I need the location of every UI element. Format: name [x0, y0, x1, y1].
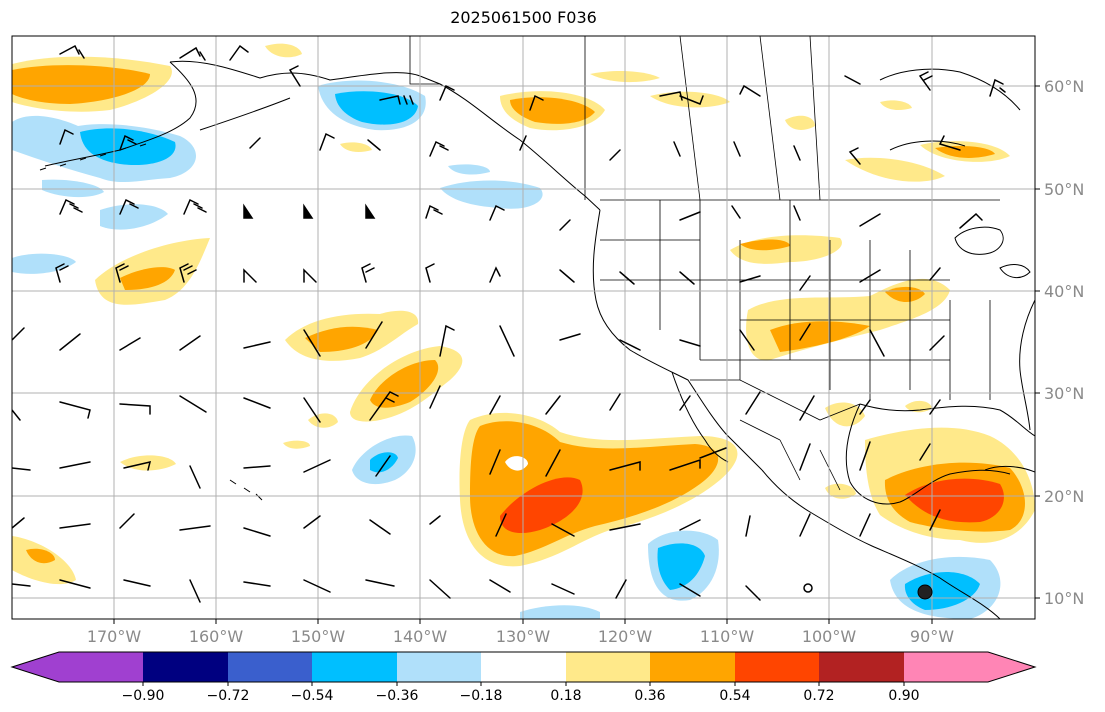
colorbar-swatch — [143, 652, 228, 682]
anomaly-neg-weak — [520, 605, 600, 619]
lon-label: 150°W — [291, 627, 346, 646]
colorbar-tick-label: −0.54 — [291, 688, 334, 704]
lon-label: 170°W — [87, 627, 142, 646]
lon-label: 90°W — [910, 627, 954, 646]
colorbar-extend-high — [988, 652, 1035, 682]
anomaly-pos-weak — [825, 402, 865, 427]
lon-label: 120°W — [598, 627, 653, 646]
wind-barbs — [12, 44, 1006, 603]
anomaly-pos-weak — [283, 440, 310, 449]
colorbar-tick-label: −0.90 — [122, 688, 165, 704]
lat-label: 10°N — [1044, 589, 1084, 608]
lat-label: 60°N — [1044, 77, 1084, 96]
anomaly-neg-strong — [904, 572, 980, 610]
anomaly-neg-weak — [448, 164, 490, 175]
colorbar-tick-label: 0.18 — [550, 688, 581, 704]
colorbar-swatch — [566, 652, 651, 682]
colorbar-tick-label: 0.54 — [719, 688, 750, 704]
graticule — [12, 36, 1035, 619]
anomaly-neg-strong — [657, 543, 705, 590]
anomaly-neg-weak — [42, 179, 104, 198]
lon-label: 100°W — [802, 627, 857, 646]
colorbar-tick-label: −0.36 — [376, 688, 419, 704]
anomaly-pos-mid — [12, 65, 150, 104]
calm-wind-marker — [917, 584, 933, 600]
colorbar-swatch — [312, 652, 397, 682]
colorbar-tick-label: 0.72 — [803, 688, 834, 704]
anomaly-pos-weak — [265, 43, 302, 58]
anomaly-pos-weak — [730, 235, 842, 264]
colorbar-swatch — [397, 652, 482, 682]
anomaly-pos-strong — [905, 478, 1004, 523]
anomaly-pos-mid — [26, 548, 55, 564]
calm-wind-marker — [803, 583, 813, 593]
anomaly-pos-weak — [340, 142, 372, 152]
anomaly-pos-weak — [785, 115, 815, 130]
anomaly-pos-mid — [935, 146, 995, 158]
contour-fills — [12, 43, 1035, 619]
lon-label: 130°W — [496, 627, 551, 646]
colorbar: −0.90 −0.72 −0.54 −0.36 −0.18 0.18 0.36 … — [10, 651, 1037, 704]
colorbar-tick-label: −0.18 — [460, 688, 503, 704]
colorbar-swatch — [481, 652, 566, 682]
anomaly-pos-weak — [308, 413, 338, 428]
lon-label: 140°W — [393, 627, 448, 646]
lat-label: 40°N — [1044, 282, 1084, 301]
colorbar-swatch — [228, 652, 313, 682]
anomaly-pos-mid — [510, 97, 595, 124]
anomaly-pos-weak — [845, 157, 945, 182]
lat-label: 20°N — [1044, 487, 1084, 506]
anomaly-pos-strong — [500, 477, 583, 534]
anomaly-pos-mid — [305, 326, 378, 352]
map-title: 2025061500 F036 — [450, 8, 597, 27]
coastlines — [39, 60, 1035, 619]
colorbar-swatch — [904, 652, 989, 682]
anomaly-zero — [505, 456, 528, 471]
anomaly-pos-mid — [740, 239, 790, 251]
colorbar-swatch — [819, 652, 904, 682]
lon-label: 160°W — [189, 627, 244, 646]
lat-label: 30°N — [1044, 384, 1084, 403]
colorbar-tick-label: 0.90 — [888, 688, 919, 704]
colorbar-outline — [10, 651, 1037, 683]
anomaly-pos-weak — [880, 100, 912, 110]
anomaly-neg-weak — [100, 204, 168, 230]
anomaly-pos-mid — [120, 267, 175, 290]
colorbar-swatch — [650, 652, 735, 682]
political-borders — [409, 36, 1000, 491]
axis-ticks — [113, 85, 1040, 624]
latitude-labels: 60°N 50°N 40°N 30°N 20°N 10°N — [1044, 77, 1084, 608]
anomaly-neg-strong — [335, 91, 418, 125]
map-plot-area — [12, 36, 1035, 619]
anomaly-neg-strong — [370, 452, 398, 473]
anomaly-neg-strong — [80, 128, 176, 166]
anomaly-neg-weak — [12, 253, 76, 274]
colorbar-swatch — [735, 652, 820, 682]
colorbar-tick-label: −0.72 — [207, 688, 250, 704]
lon-label: 110°W — [700, 627, 755, 646]
anomaly-pos-mid — [770, 321, 870, 352]
lat-label: 50°N — [1044, 180, 1084, 199]
anomaly-pos-weak — [825, 483, 856, 499]
colorbar-swatch — [59, 652, 144, 682]
colorbar-extend-low — [12, 652, 59, 682]
colorbar-tick-label: 0.36 — [634, 688, 665, 704]
anomaly-neg-weak — [440, 180, 543, 209]
longitude-labels: 170°W 160°W 150°W 140°W 130°W 120°W 110°… — [87, 627, 954, 646]
